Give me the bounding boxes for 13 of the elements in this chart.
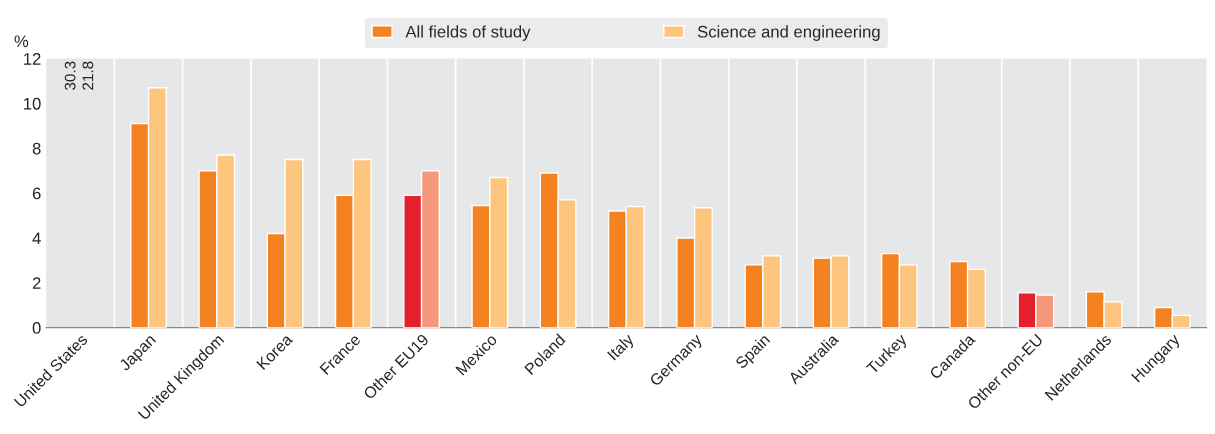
y-axis-title: % xyxy=(14,35,29,48)
text: 30.3 xyxy=(64,61,76,90)
y-tick-label: 12 xyxy=(24,52,41,65)
text: 21.8 xyxy=(82,61,94,90)
y-tick-label: 6 xyxy=(32,187,41,200)
y-tick-label: 8 xyxy=(32,142,41,155)
y-tick-label: 4 xyxy=(32,232,41,245)
y-tick-label: 10 xyxy=(24,97,41,110)
y-tick-label: 2 xyxy=(32,277,41,289)
y-tick-label: 0 xyxy=(32,322,41,334)
legend-label: All fields of study xyxy=(405,25,531,41)
x-tick-label: Italy xyxy=(606,332,637,363)
legend-label: Science and engineering xyxy=(697,25,880,41)
